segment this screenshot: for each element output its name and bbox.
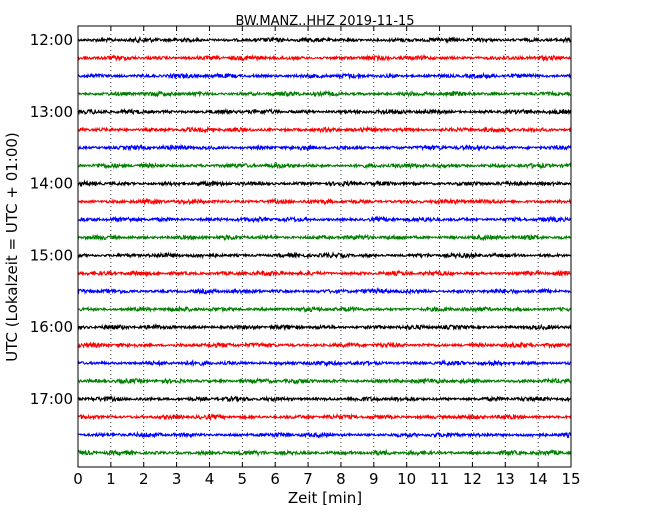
trace-line [77,107,572,116]
trace-line [77,322,572,332]
trace-line [77,233,572,242]
trace-line [77,305,572,314]
x-tick-label: 8 [336,470,346,488]
trace-line [77,359,572,368]
x-tick-label: 15 [561,470,580,488]
x-tick-label: 0 [73,470,83,488]
x-tick-label: 11 [430,470,449,488]
x-tick-label: 2 [139,470,149,488]
x-tick-label: 12 [463,470,482,488]
trace-line [77,71,572,81]
trace-line [77,395,572,403]
y-axis-label: UTC (Lokalzeit = UTC + 01:00) [3,132,21,362]
trace-line [77,215,572,224]
trace-line [77,341,572,350]
trace-line [77,179,572,188]
y-tick-label: 12:00 [30,31,73,49]
trace-line [77,430,572,439]
trace-line [77,89,572,98]
x-axis-label: Zeit [min] [288,489,362,507]
chart-title: BW.MANZ..HHZ 2019-11-15 [235,14,414,29]
y-tick-label: 17:00 [30,390,73,408]
y-tick-label: 13:00 [30,103,73,121]
x-tick-label: 6 [270,470,280,488]
x-tick-label: 14 [529,470,548,488]
minute-grid [110,26,539,467]
seismogram-traces [77,35,572,458]
x-tick-label: 4 [205,470,215,488]
trace-line [77,286,572,296]
trace-line [77,197,572,206]
x-tick-label: 13 [496,470,515,488]
trace-line [77,53,572,63]
x-tick-label: 3 [172,470,182,488]
trace-line [77,35,572,44]
trace-line [77,448,572,458]
trace-line [77,269,572,278]
x-tick-label: 1 [106,470,116,488]
trace-line [77,251,572,260]
trace-line [77,377,572,385]
trace-line [77,125,572,134]
x-axis-ticks: 0 1 2 3 4 5 6 7 8 9 10 11 12 13 14 15 [73,26,581,488]
x-tick-label: 7 [303,470,313,488]
plot-frame [77,25,572,468]
y-tick-label: 15:00 [30,246,73,264]
x-tick-label: 10 [397,470,416,488]
y-axis-ticks: 12:00 13:00 14:00 15:00 16:00 17:00 [30,31,571,408]
x-tick-label: 9 [369,470,379,488]
trace-line [77,161,572,170]
trace-line [77,143,572,152]
trace-line [77,412,572,422]
y-tick-label: 14:00 [30,175,73,193]
y-tick-label: 16:00 [30,318,73,336]
x-tick-label: 5 [238,470,248,488]
